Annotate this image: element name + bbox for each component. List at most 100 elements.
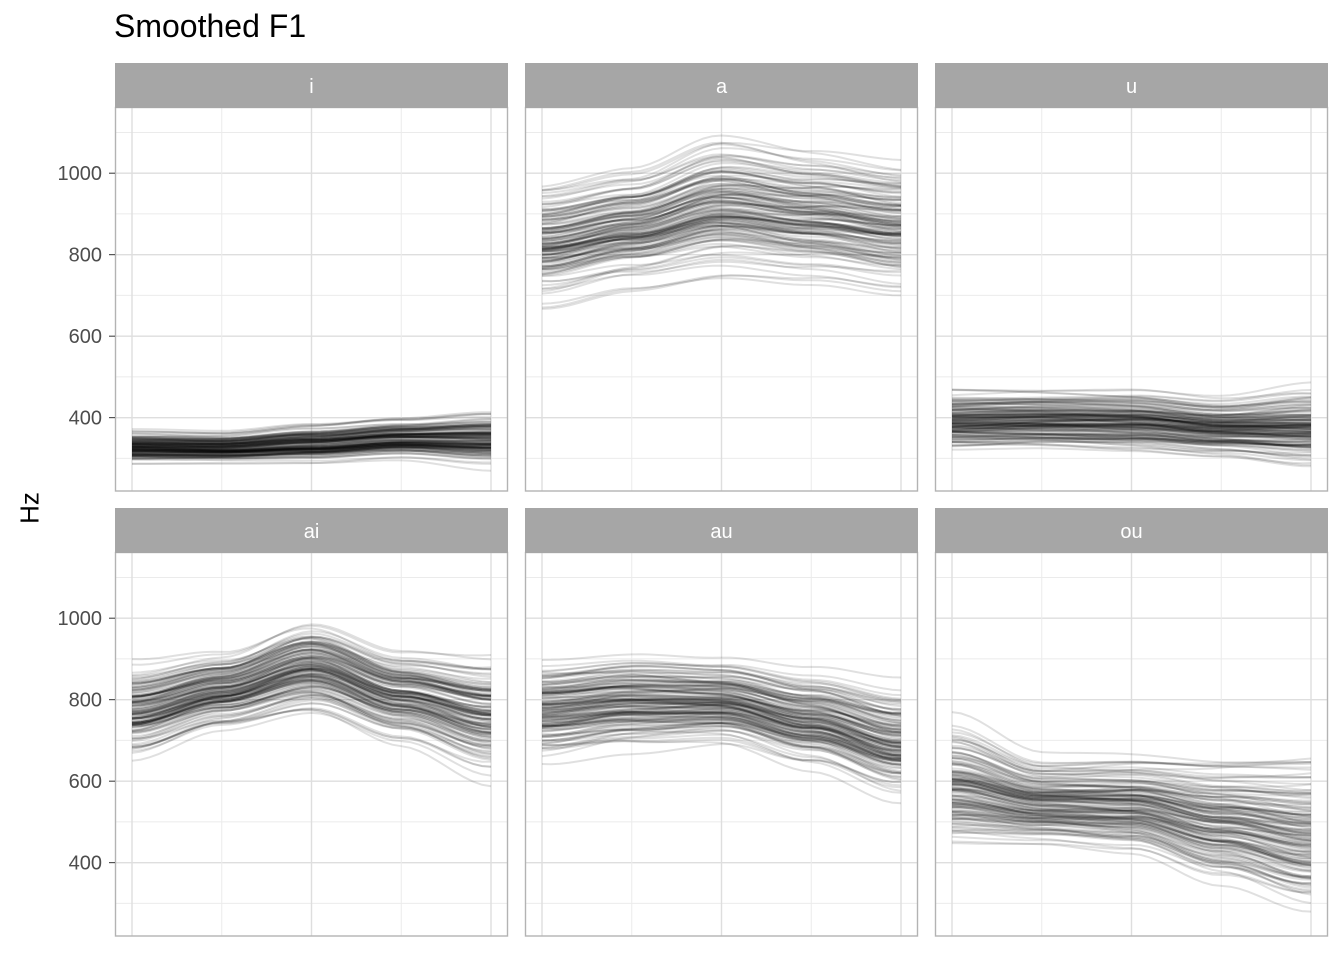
track-line <box>132 674 492 716</box>
track-line <box>131 661 492 721</box>
track-line <box>951 802 1312 859</box>
track-line <box>541 178 902 230</box>
track-line <box>951 780 1312 816</box>
track-line <box>131 666 492 724</box>
track-line <box>131 449 492 460</box>
track-line <box>951 430 1312 443</box>
track-line <box>131 441 492 452</box>
track-line <box>131 623 492 677</box>
track-line <box>131 672 492 727</box>
track-line <box>131 442 492 456</box>
track-line <box>131 435 492 452</box>
track-line <box>131 444 492 460</box>
track-line <box>951 396 1312 412</box>
track-line <box>541 208 902 252</box>
track-line <box>951 840 1312 913</box>
track-line <box>131 435 492 449</box>
track-line <box>541 162 902 216</box>
track-line <box>131 434 492 449</box>
track-line <box>951 829 1312 894</box>
track-line <box>131 676 492 734</box>
track-line <box>131 456 492 465</box>
track-line <box>131 444 492 460</box>
track-line <box>951 774 1312 814</box>
track-line <box>541 695 902 737</box>
track-line <box>132 433 491 445</box>
track-line <box>131 445 492 456</box>
track-line <box>951 799 1311 856</box>
track-line <box>541 242 902 274</box>
track-line <box>541 200 902 241</box>
track-line <box>951 435 1312 443</box>
facet-strip-label: au <box>710 521 732 543</box>
track-line <box>951 788 1312 846</box>
track-line <box>131 653 492 701</box>
track-line <box>131 667 492 716</box>
track-line <box>131 645 492 701</box>
track-line <box>951 403 1312 422</box>
track-line <box>131 448 492 458</box>
track-line <box>951 798 1312 860</box>
track-line <box>541 708 902 748</box>
facet-panel-ou: ou <box>934 508 1329 937</box>
track-line <box>951 779 1312 835</box>
track-line <box>541 722 902 773</box>
track-line <box>131 431 492 449</box>
track-line <box>951 403 1311 424</box>
track-line <box>951 430 1312 448</box>
track-line <box>131 424 492 442</box>
track-line <box>951 407 1312 428</box>
track-line <box>951 409 1312 421</box>
track-line <box>131 693 492 750</box>
track-line <box>131 438 492 454</box>
track-line <box>131 430 492 442</box>
track-line <box>541 174 902 215</box>
track-line <box>131 640 491 684</box>
track-lines <box>131 623 492 788</box>
track-line <box>951 803 1312 866</box>
y-tick-label: 400 <box>69 853 102 875</box>
track-line <box>951 804 1312 857</box>
track-line <box>541 192 902 238</box>
track-lines <box>951 711 1312 913</box>
track-line <box>951 773 1312 802</box>
track-line <box>951 752 1312 780</box>
track-line <box>951 812 1312 848</box>
track-line <box>952 790 1312 852</box>
track-line <box>131 685 492 741</box>
track-line <box>951 787 1312 856</box>
track-line <box>951 741 1312 779</box>
track-line <box>131 422 492 438</box>
track-line <box>541 675 902 727</box>
track-line <box>131 431 492 445</box>
track-line <box>541 189 902 231</box>
track-line <box>131 425 492 441</box>
track-line <box>951 415 1312 424</box>
track-line <box>132 443 491 454</box>
track-line <box>541 225 902 259</box>
track-line <box>951 781 1312 834</box>
track-line <box>541 710 902 751</box>
track-line <box>541 716 902 762</box>
track-line <box>951 842 1312 894</box>
track-line <box>951 396 1312 407</box>
track-line <box>951 425 1312 438</box>
track-line <box>951 744 1312 792</box>
track-line <box>951 788 1311 834</box>
track-line <box>541 699 902 743</box>
track-line <box>541 184 902 226</box>
track-line <box>541 196 902 229</box>
track-line <box>131 673 492 727</box>
track-line <box>131 636 492 686</box>
track-line <box>131 650 492 698</box>
track-line <box>131 673 492 732</box>
track-line <box>131 444 492 460</box>
track-line <box>951 798 1312 844</box>
track-line <box>541 141 902 191</box>
track-line <box>541 689 902 731</box>
track-line <box>951 806 1312 893</box>
track-line <box>131 693 492 741</box>
track-line <box>951 417 1312 434</box>
track-line <box>541 238 902 277</box>
track-line <box>132 430 492 449</box>
